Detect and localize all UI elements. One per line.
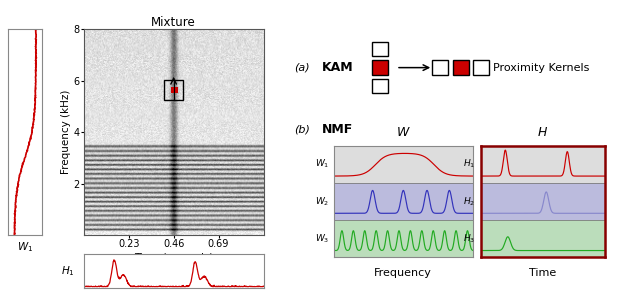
Text: Proximity Kernels: Proximity Kernels [493,63,589,73]
Text: $H$: $H$ [537,126,548,139]
Text: (b): (b) [294,124,311,134]
Text: $W$: $W$ [396,126,410,139]
Text: NMF: NMF [322,123,353,136]
Text: $H_1$: $H_1$ [463,158,476,171]
Bar [334,146,473,183]
Bar [432,60,448,75]
Bar [170,86,177,93]
Bar [372,60,388,75]
Text: Time: Time [529,268,556,278]
Text: $H_1$: $H_1$ [61,264,75,278]
Text: (a): (a) [294,63,310,73]
Bar [480,146,604,183]
Bar [453,60,469,75]
Text: $H_3$: $H_3$ [463,232,476,245]
Text: KAM: KAM [322,61,353,74]
X-axis label: Time (seconds): Time (seconds) [134,252,213,262]
Text: Frequency: Frequency [374,268,432,278]
Text: $W_2$: $W_2$ [315,195,329,208]
Bar [372,42,388,56]
Bar [480,220,604,257]
Text: $W_1$: $W_1$ [17,240,33,254]
Title: Mixture: Mixture [151,16,196,29]
Bar [372,79,388,93]
Bar [480,183,604,220]
Text: $W_1$: $W_1$ [315,158,329,171]
Bar [164,80,184,100]
Text: $W_3$: $W_3$ [315,232,329,245]
Text: $H_2$: $H_2$ [463,195,476,208]
Y-axis label: Frequency (kHz): Frequency (kHz) [61,90,71,174]
Bar [334,183,473,220]
Bar [334,220,473,257]
Bar [473,60,489,75]
